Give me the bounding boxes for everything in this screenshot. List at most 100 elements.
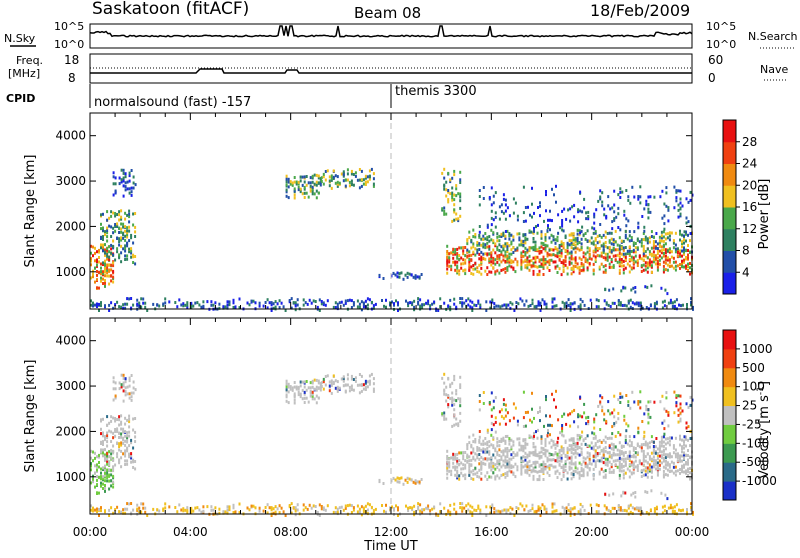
power-cell (470, 272, 473, 275)
power-cell (336, 182, 339, 186)
power-cell (605, 216, 608, 220)
power-cell (524, 219, 527, 223)
power-cell (561, 300, 564, 304)
power-cell (503, 303, 506, 307)
velocity-color-swatch (723, 481, 736, 501)
power-cell (405, 299, 407, 303)
power-cell (644, 261, 647, 265)
velocity-cell (128, 379, 131, 383)
velocity-cell (346, 377, 349, 381)
velocity-cell (464, 466, 467, 470)
velocity-cell (476, 456, 479, 460)
power-cell (192, 304, 195, 308)
velocity-cell (466, 443, 469, 447)
power-cell (679, 249, 681, 253)
power-cell (569, 207, 572, 211)
velocity-cell (562, 451, 565, 455)
power-cell (458, 257, 461, 261)
power-cell (352, 301, 355, 305)
velocity-cell (285, 382, 288, 386)
power-cell (482, 252, 485, 256)
velocity-cell (578, 461, 581, 465)
velocity-cell (662, 444, 665, 448)
power-cell (496, 245, 499, 249)
velocity-cell (603, 412, 606, 416)
power-cell (550, 233, 553, 237)
power-cell (461, 301, 464, 305)
velocity-cell (350, 377, 353, 381)
power-cell (572, 232, 575, 236)
power-cell (470, 265, 473, 269)
power-cell (602, 233, 605, 237)
power-cell (454, 248, 457, 252)
velocity-cell (100, 509, 102, 513)
velocity-cell (456, 459, 459, 463)
power-cell (673, 300, 676, 304)
velocity-cell (676, 459, 679, 463)
velocity-cell (488, 401, 491, 404)
velocity-cell (372, 377, 375, 381)
power-cell (624, 236, 627, 240)
power-cell (653, 304, 656, 308)
velocity-cell (126, 502, 129, 506)
velocity-cell (604, 435, 607, 439)
power-cell (642, 232, 645, 235)
power-cell (689, 266, 691, 270)
power-cell (557, 213, 560, 217)
velocity-cell (134, 430, 137, 434)
velocity-cell (378, 478, 381, 482)
velocity-cell (370, 372, 373, 376)
velocity-cell (600, 467, 603, 471)
velocity-cell (618, 456, 621, 460)
power-cell (623, 303, 626, 307)
velocity-cell (470, 443, 473, 447)
velocity-cell (336, 510, 339, 514)
power-cell (598, 265, 601, 269)
power-cell (546, 260, 549, 264)
power-cell (644, 268, 647, 272)
power-cell (665, 204, 668, 208)
velocity-cell (544, 438, 547, 442)
power-cell (480, 255, 483, 259)
velocity-cell (498, 444, 501, 448)
velocity-cell (303, 401, 306, 404)
power-cell (288, 299, 291, 302)
power-cell (124, 254, 127, 258)
power-cell (506, 242, 509, 245)
velocity-cell (490, 456, 493, 460)
power-cell (546, 266, 549, 270)
power-cell (332, 169, 335, 173)
velocity-cell (476, 448, 479, 452)
power-cell (672, 260, 675, 264)
velocity-cell (666, 473, 669, 477)
velocity-cell (104, 453, 106, 457)
power-cell (458, 269, 461, 273)
velocity-cell (106, 415, 109, 419)
power-cell (110, 301, 113, 305)
power-cell (120, 227, 123, 231)
velocity-cell (338, 386, 341, 390)
velocity-cell (581, 430, 584, 434)
velocity-cell (576, 433, 579, 437)
velocity-cell (618, 467, 621, 471)
power-cell (114, 223, 117, 226)
velocity-cell (446, 472, 449, 476)
velocity-cell (285, 395, 288, 399)
velocity-cell (303, 390, 306, 394)
power-cell (287, 180, 290, 184)
power-cell (516, 214, 519, 218)
velocity-cell (368, 374, 371, 378)
power-cell (305, 175, 308, 178)
power-cell (646, 266, 649, 270)
velocity-cell (687, 458, 689, 462)
velocity-cell (511, 507, 514, 511)
power-cell (582, 255, 585, 259)
power-cell (582, 268, 585, 271)
power-cell (132, 181, 135, 185)
power-cell (506, 265, 509, 269)
velocity-cell (546, 465, 549, 469)
power-cell (350, 182, 353, 186)
velocity-cell (372, 511, 375, 515)
velocity-cell (124, 459, 127, 463)
power-cell (451, 193, 454, 197)
